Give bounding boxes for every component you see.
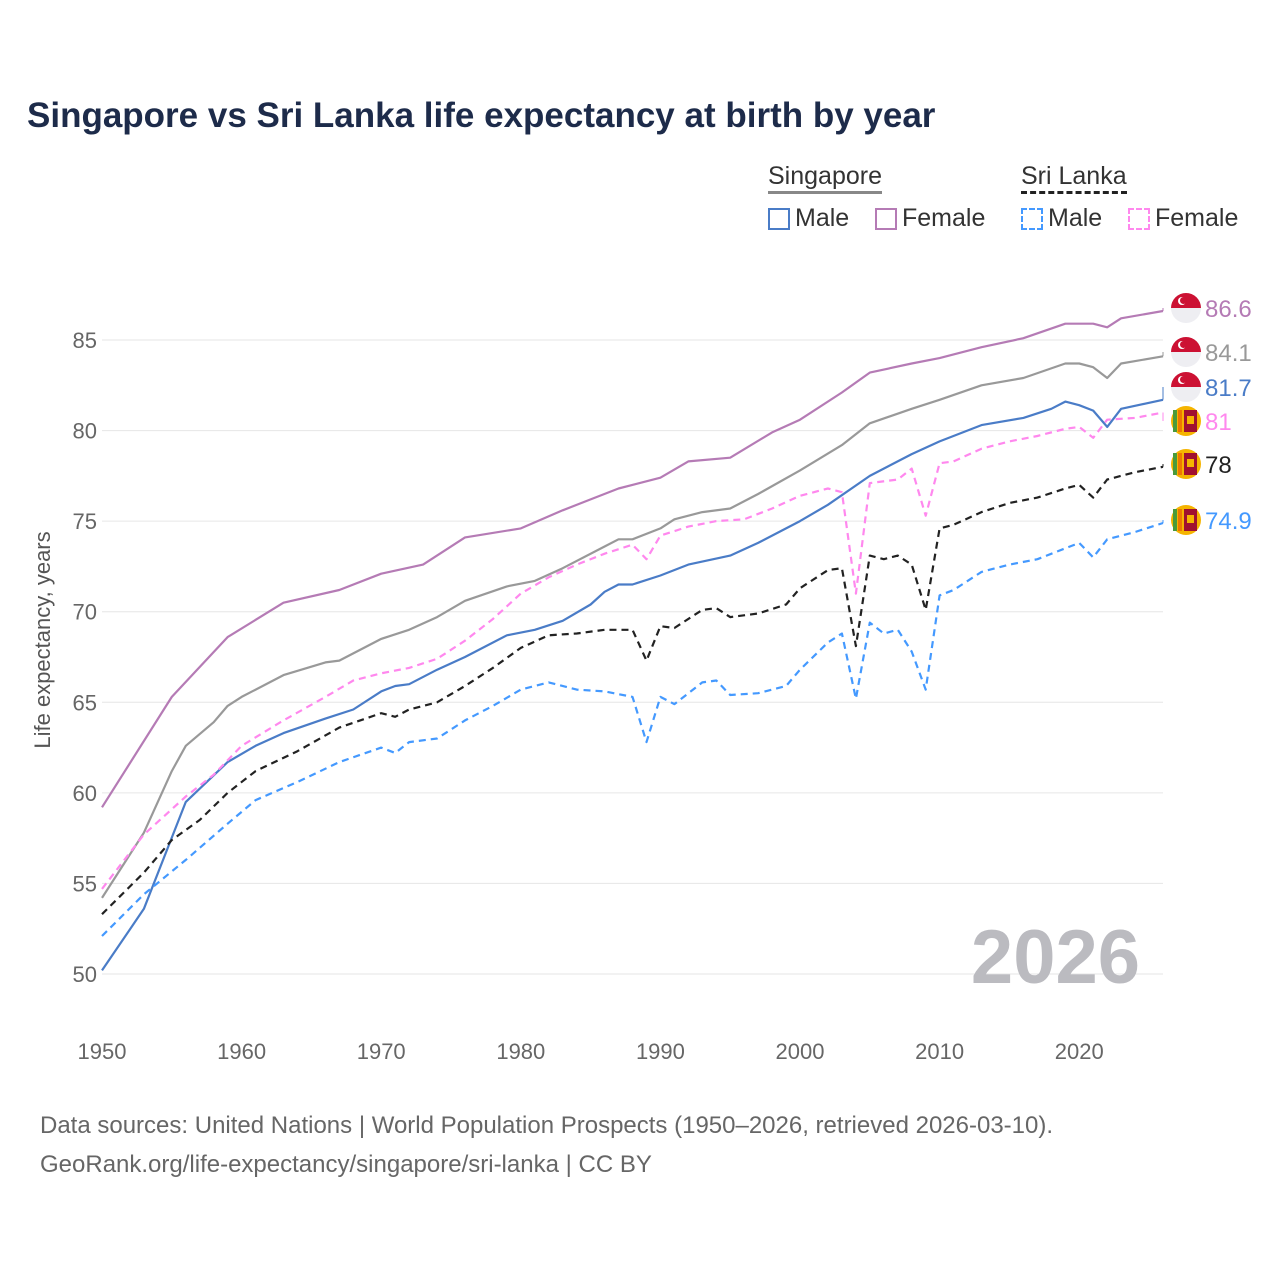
footer: Data sources: United Nations | World Pop…: [40, 1106, 1053, 1184]
series-line-singapore-male: [101, 398, 1164, 972]
series-line-singapore: [101, 355, 1164, 899]
x-tick-label: 1990: [636, 1039, 685, 1064]
x-tick-label: 1960: [217, 1039, 266, 1064]
singapore-flag-icon: [1171, 293, 1201, 323]
x-tick-label: 2020: [1055, 1039, 1104, 1064]
y-axis-label: Life expectancy, years: [30, 531, 55, 748]
end-value-label: 84.1: [1205, 340, 1252, 367]
legend-label: Male: [1048, 204, 1103, 232]
legend-label: Female: [1155, 204, 1239, 232]
singapore-flag-icon: [1171, 337, 1201, 367]
legend-sri-lanka-male[interactable]: Male: [1021, 204, 1102, 233]
year-watermark: 2026: [971, 915, 1140, 1000]
sri-lanka-flag-icon: [1171, 505, 1201, 535]
legend-label: Female: [902, 204, 986, 232]
y-tick-label: 85: [73, 328, 97, 353]
end-value-label: 81: [1205, 409, 1232, 436]
legend-swatch: [1021, 207, 1043, 230]
y-tick-label: 80: [73, 419, 97, 444]
y-tick-label: 55: [73, 871, 97, 896]
legend-singapore-male[interactable]: Male: [768, 204, 849, 233]
sri-lanka-flag-icon: [1171, 406, 1201, 436]
series-line-singapore-female: [101, 309, 1164, 808]
chart-title: Singapore vs Sri Lanka life expectancy a…: [27, 96, 936, 135]
end-value-label: 81.7: [1205, 375, 1252, 402]
series-line-sri-lanka-female: [101, 411, 1164, 890]
legend-swatch: [875, 207, 897, 230]
series-line-sri-lanka: [101, 465, 1164, 915]
legend-label: Male: [795, 204, 850, 232]
legend-sri-lanka-female[interactable]: Female: [1128, 204, 1238, 233]
legend-swatch: [1128, 207, 1150, 230]
source-url[interactable]: GeoRank.org/life-expectancy/singapore/sr…: [40, 1151, 652, 1178]
singapore-flag-icon: [1171, 372, 1201, 402]
end-value-label: 78: [1205, 452, 1232, 479]
data-source: Data sources: United Nations | World Pop…: [40, 1112, 1054, 1139]
x-tick-label: 1950: [78, 1039, 127, 1064]
y-tick-label: 65: [73, 690, 97, 715]
legend-swatch: [768, 207, 790, 230]
end-value-label: 74.9: [1205, 508, 1252, 535]
x-tick-label: 2010: [915, 1039, 964, 1064]
sri-lanka-flag-icon: [1171, 449, 1201, 479]
y-tick-label: 70: [73, 600, 97, 625]
legend-sri-lanka-header: Sri Lanka: [1021, 162, 1127, 194]
x-tick-label: 1970: [357, 1039, 406, 1064]
y-tick-label: 50: [73, 962, 97, 987]
plot-area: 50 55 60 65 70 75 80 85 1950 1960 1970 1980 1990 2000…: [30, 293, 1252, 1064]
end-value-label: 86.6: [1205, 296, 1252, 323]
x-tick-label: 1980: [496, 1039, 545, 1064]
legend-singapore-header: Singapore: [768, 162, 882, 194]
x-tick-label: 2000: [776, 1039, 825, 1064]
legend-singapore-female[interactable]: Female: [875, 204, 985, 233]
series-line-sri-lanka-male: [101, 521, 1164, 937]
y-tick-label: 60: [73, 781, 97, 806]
y-tick-label: 75: [73, 509, 97, 534]
